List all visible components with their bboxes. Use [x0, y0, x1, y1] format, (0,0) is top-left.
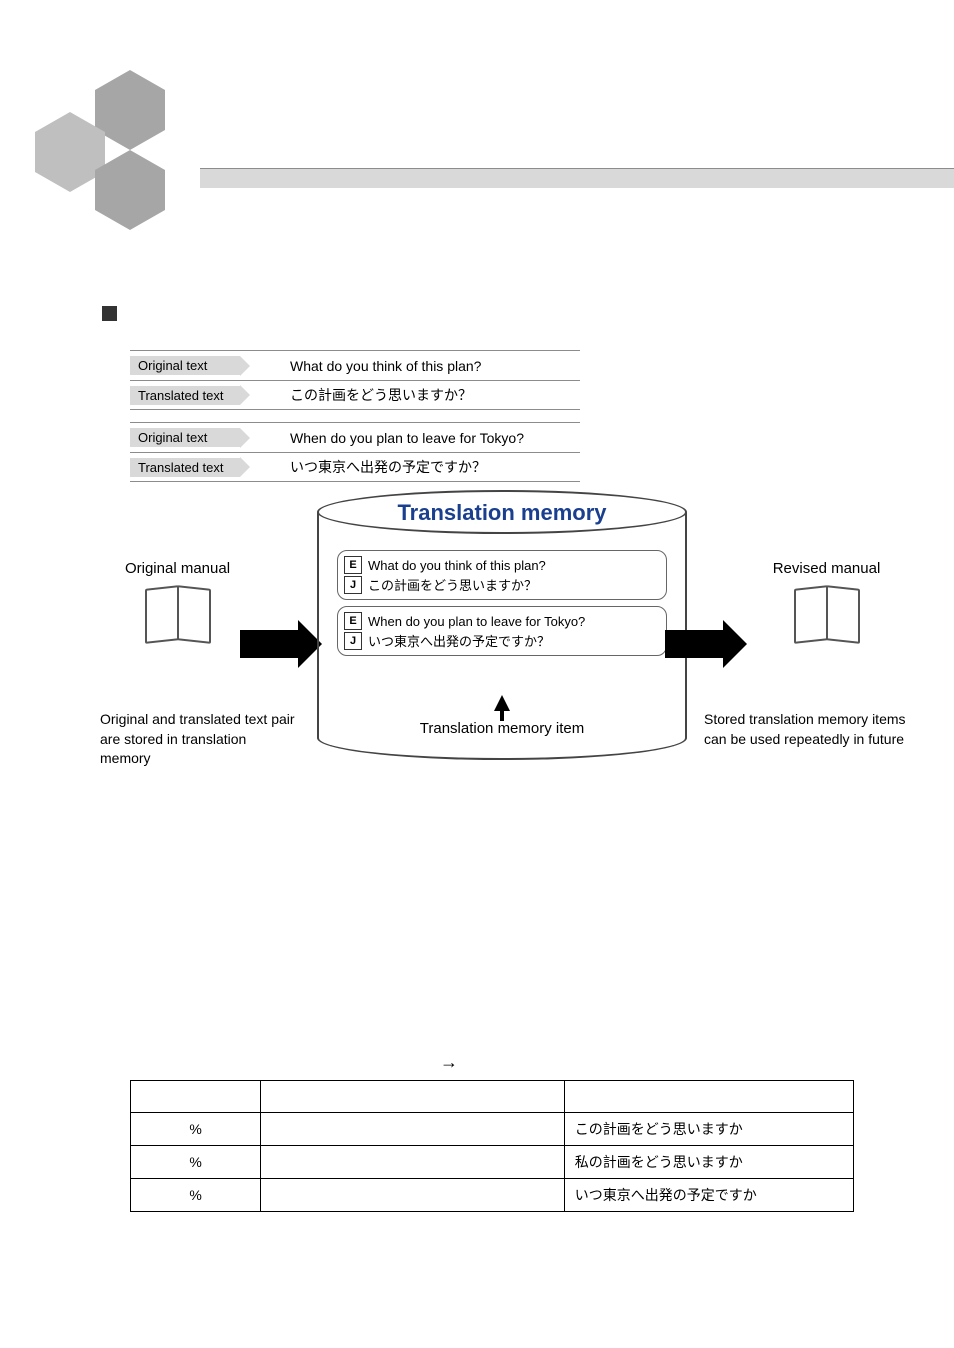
example-row-translated: Translated text この計画をどう思いますか？ [130, 380, 580, 410]
page: Original text What do you think of this … [0, 0, 954, 1348]
header-divider-bar [200, 168, 954, 188]
col-header-1 [131, 1081, 261, 1113]
translation-examples: Original text What do you think of this … [130, 350, 580, 482]
example-row-original: Original text When do you plan to leave … [130, 422, 580, 452]
memory-item-card: E When do you plan to leave for Tokyo? J… [337, 606, 667, 656]
cell-mid [261, 1179, 565, 1212]
example-row-original: Original text What do you think of this … [130, 350, 580, 380]
memory-line-english: E When do you plan to leave for Tokyo? [344, 612, 660, 630]
cylinder-title: Translation memory [317, 500, 687, 526]
memory-line-japanese: J この計画をどう思いますか？ [344, 575, 660, 594]
book-icon [792, 587, 862, 652]
cell-mid [261, 1113, 565, 1146]
chevron-right-icon [240, 385, 250, 405]
hexagon-icon [95, 70, 165, 150]
arrow-right-glyph: → [440, 1052, 458, 1073]
table-row: % この計画をどう思いますか [131, 1113, 854, 1146]
chevron-right-icon [240, 428, 250, 448]
row-label-wrap: Original text [130, 356, 290, 376]
cell-pct: % [131, 1179, 261, 1212]
row-label-wrap: Translated text [130, 457, 290, 477]
memory-japanese-text: この計画をどう思いますか？ [368, 575, 537, 594]
chevron-right-icon [240, 457, 250, 477]
row-label-wrap: Translated text [130, 385, 290, 405]
translation-memory-diagram: Original manual Original and translated … [100, 490, 904, 800]
tm-item-label: Translation memory item [317, 720, 687, 737]
cell-mid [261, 1146, 565, 1179]
memory-items: E What do you think of this plan? J この計画… [337, 550, 667, 662]
lang-tag-e: E [344, 556, 362, 574]
results-table: % この計画をどう思いますか % 私の計画をどう思いますか % いつ東京へ出発の… [130, 1080, 854, 1212]
hexagon-cluster [40, 70, 210, 240]
hexagon-icon [95, 150, 165, 230]
cell-pct: % [131, 1146, 261, 1179]
revised-manual-block: Revised manual [749, 560, 904, 652]
section-bullet-icon [102, 306, 117, 321]
cell-jp: 私の計画をどう思いますか [564, 1146, 853, 1179]
results-table-wrap: % この計画をどう思いますか % 私の計画をどう思いますか % いつ東京へ出発の… [130, 1080, 854, 1212]
row-label-wrap: Original text [130, 428, 290, 448]
label-original: Original text [130, 356, 240, 375]
translated-text-value: いつ東京へ出発の予定ですか？ [290, 457, 580, 477]
book-icon [143, 587, 213, 652]
table-row: % いつ東京へ出発の予定ですか [131, 1179, 854, 1212]
lang-tag-j: J [344, 632, 362, 650]
revised-manual-title: Revised manual [749, 560, 904, 577]
table-header-row [131, 1081, 854, 1113]
translation-memory-cylinder: Translation memory E What do you think o… [317, 490, 687, 760]
memory-japanese-text: いつ東京へ出発の予定ですか？ [368, 631, 550, 650]
memory-line-japanese: J いつ東京へ出発の予定ですか？ [344, 631, 660, 650]
table-row: % 私の計画をどう思いますか [131, 1146, 854, 1179]
lang-tag-e: E [344, 612, 362, 630]
memory-item-card: E What do you think of this plan? J この計画… [337, 550, 667, 600]
right-caption: Stored translation memory items can be u… [704, 710, 924, 749]
original-text-value: When do you plan to leave for Tokyo? [290, 430, 580, 446]
cell-pct: % [131, 1113, 261, 1146]
label-original: Original text [130, 428, 240, 447]
chevron-right-icon [240, 356, 250, 376]
label-translated: Translated text [130, 458, 240, 477]
example-row-translated: Translated text いつ東京へ出発の予定ですか？ [130, 452, 580, 482]
label-translated: Translated text [130, 386, 240, 405]
arrow-right-icon [240, 630, 300, 658]
arrow-right-icon [665, 630, 725, 658]
col-header-3 [564, 1081, 853, 1113]
memory-line-english: E What do you think of this plan? [344, 556, 660, 574]
cell-jp: いつ東京へ出発の予定ですか [564, 1179, 853, 1212]
cell-jp: この計画をどう思いますか [564, 1113, 853, 1146]
arrow-up-icon [494, 695, 510, 711]
original-manual-title: Original manual [100, 560, 255, 577]
memory-english-text: What do you think of this plan? [368, 558, 546, 573]
translated-text-value: この計画をどう思いますか？ [290, 385, 580, 405]
original-manual-block: Original manual [100, 560, 255, 652]
memory-english-text: When do you plan to leave for Tokyo? [368, 614, 585, 629]
col-header-2 [261, 1081, 565, 1113]
lang-tag-j: J [344, 576, 362, 594]
left-caption: Original and translated text pair are st… [100, 710, 300, 769]
original-text-value: What do you think of this plan? [290, 358, 580, 374]
